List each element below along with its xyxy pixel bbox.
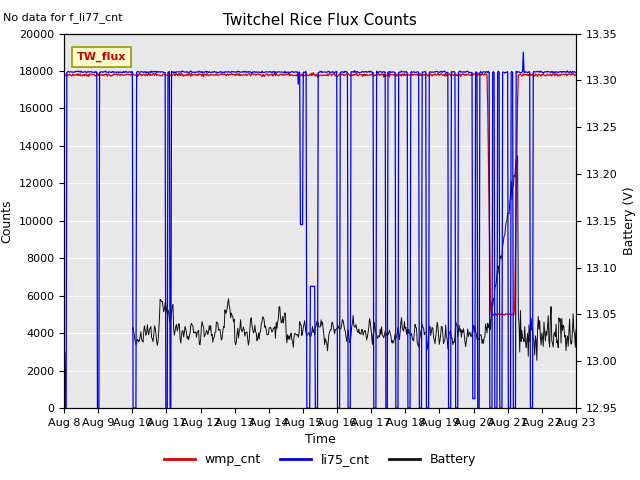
Y-axis label: Battery (V): Battery (V) <box>623 187 636 255</box>
Text: No data for f_li77_cnt: No data for f_li77_cnt <box>3 12 123 23</box>
Title: Twitchel Rice Flux Counts: Twitchel Rice Flux Counts <box>223 13 417 28</box>
X-axis label: Time: Time <box>305 433 335 446</box>
Legend: wmp_cnt, li75_cnt, Battery: wmp_cnt, li75_cnt, Battery <box>159 448 481 471</box>
Y-axis label: Counts: Counts <box>1 199 13 242</box>
Text: TW_flux: TW_flux <box>77 52 126 62</box>
